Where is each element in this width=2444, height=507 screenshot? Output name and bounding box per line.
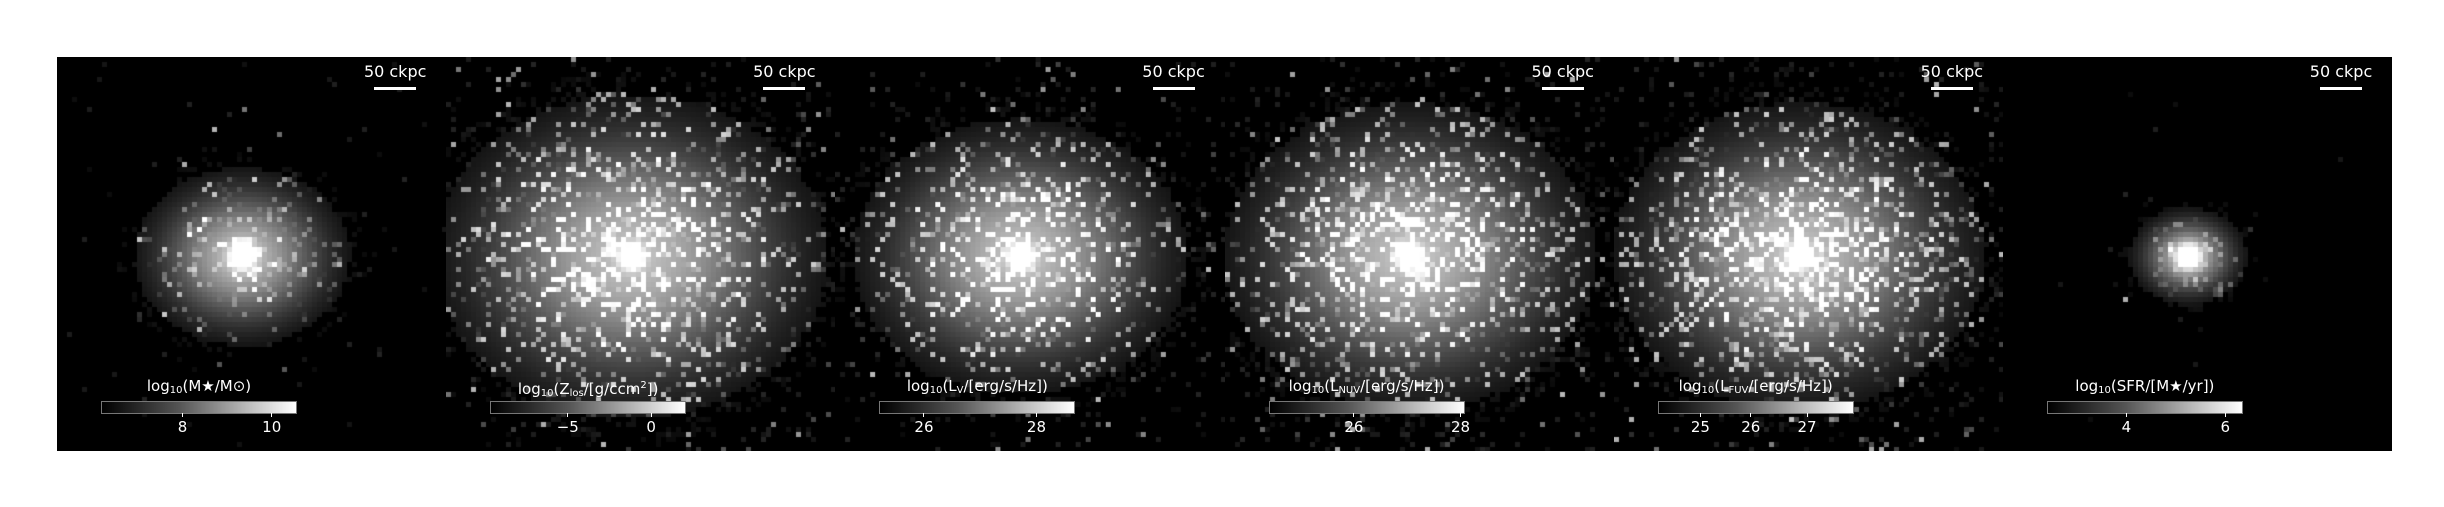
- panel-sfr: 50 ckpc log10(SFR/[M★/yr]) 4 6: [2002, 57, 2393, 451]
- colorbar-tick-label: 8: [162, 413, 202, 435]
- colorbar-tick-label: 26: [1334, 413, 1374, 435]
- colorbar-gradient: [879, 401, 1076, 414]
- colorbar: log10(M★/M⊙) 8 10: [101, 377, 297, 441]
- colorbar-label-part: 10: [929, 385, 943, 396]
- colorbar-label-part: ]): [646, 380, 659, 398]
- scale-bar: 50 ckpc: [1528, 63, 1598, 90]
- colorbar-label-part: log: [146, 377, 170, 395]
- colorbar-label-part: 10: [1701, 385, 1715, 396]
- colorbar-label-part: /[erg/s/Hz]): [963, 377, 1048, 395]
- scale-bar-line: [1152, 87, 1195, 90]
- colorbar-tick-label: 26: [1731, 413, 1771, 435]
- colorbar-label: log10(Zlos/[g/ccm2]): [490, 377, 686, 403]
- colorbar-label-part: 10: [540, 388, 554, 399]
- panel-metallicity: 50 ckpc log10(Zlos/[g/ccm2]) −5 0: [446, 57, 836, 451]
- metallicity-map-image: [446, 57, 836, 451]
- colorbar-label-part: (L: [1714, 377, 1729, 395]
- scale-bar-label: 50 ckpc: [1142, 62, 1205, 81]
- panel-v-luminosity: 50 ckpc log10(LV/[erg/s/Hz]) 26 28: [835, 57, 1225, 451]
- colorbar-tick-label: 27: [1787, 413, 1827, 435]
- colorbar-label-part: los: [569, 388, 584, 399]
- panel-stellar-mass: 50 ckpc log10(M★/M⊙) 8 10: [57, 57, 447, 451]
- colorbar-label-part: 10: [1311, 385, 1325, 396]
- colorbar: log10(LFUV/[erg/s/Hz]) 25 26 27: [1657, 377, 1854, 441]
- scale-bar-line: [1541, 87, 1584, 90]
- colorbar-label: log10(SFR/[M★/yr]): [2047, 377, 2243, 400]
- colorbar-tick-label: 26: [904, 413, 944, 435]
- colorbar-label-part: (L: [1324, 377, 1339, 395]
- nuv-luminosity-map-image: [1224, 57, 1614, 451]
- colorbar-label: log10(LFUV/[erg/s/Hz]): [1658, 377, 1854, 400]
- scale-bar-line: [374, 87, 417, 90]
- colorbar-label: log10(M★/M⊙): [101, 377, 297, 400]
- colorbar-label: log10(LV/[erg/s/Hz]): [879, 377, 1075, 400]
- panel-fuv-luminosity: 50 ckpc log10(LFUV/[erg/s/Hz]) 25 26 27: [1613, 57, 2003, 451]
- colorbar-label-part: /[erg/s/Hz]): [1360, 377, 1445, 395]
- colorbar-label-part: log: [2075, 377, 2099, 395]
- colorbar-tick-label: −5: [548, 413, 588, 435]
- colorbar: log10(SFR/[M★/yr]) 4 6: [2046, 377, 2245, 441]
- colorbar-tick-label: 28: [1016, 413, 1056, 435]
- colorbar-label-part: (L: [942, 377, 957, 395]
- colorbar-label: log10(LNUV/[erg/s/Hz]): [1269, 377, 1465, 400]
- scale-bar-label: 50 ckpc: [1920, 62, 1984, 81]
- colorbar-label-part: 10: [2098, 385, 2111, 396]
- colorbar-label-part: /[erg/s/Hz]): [1748, 377, 1833, 395]
- colorbar-label-part: (M★/M⊙): [182, 377, 252, 395]
- colorbar-label-part: FUV: [1728, 385, 1749, 396]
- colorbar-label-part: 2: [640, 380, 647, 391]
- colorbar-tick-label: 6: [2205, 413, 2245, 435]
- stellar-mass-map-image: [57, 57, 447, 451]
- colorbar-tick-label: 10: [252, 413, 292, 435]
- scale-bar: 50 ckpc: [1139, 63, 1209, 90]
- scale-bar-label: 50 ckpc: [1531, 62, 1594, 81]
- colorbar-label-part: (Z: [553, 380, 570, 398]
- colorbar-label-part: log: [1678, 377, 1702, 395]
- colorbar-tick-label: 0: [631, 413, 671, 435]
- colorbar-tick-label: 4: [2106, 413, 2146, 435]
- colorbar-tick-label: 28: [1441, 413, 1481, 435]
- colorbar-gradient: [490, 401, 687, 414]
- scale-bar: 50 ckpc: [749, 63, 819, 90]
- colorbar-label-part: V: [956, 385, 964, 396]
- colorbar-label-part: (SFR/[M★/yr]): [2110, 377, 2215, 395]
- colorbar-label-part: NUV: [1338, 385, 1361, 396]
- v-luminosity-map-image: [835, 57, 1225, 451]
- colorbar: log10(Zlos/[g/ccm2]) −5 0: [490, 377, 687, 441]
- sfr-map-image: [2002, 57, 2393, 451]
- panel-nuv-luminosity: 50 ckpc log10(LNUV/[erg/s/Hz]) 26 28: [1224, 57, 1614, 451]
- image-strip: 50 ckpc log10(M★/M⊙) 8 10 50 ckpc log10(Zlos/…: [57, 57, 2393, 451]
- scale-bar: 50 ckpc: [2306, 63, 2376, 90]
- colorbar: log10(LV/[erg/s/Hz]) 26 28: [879, 377, 1076, 441]
- colorbar-label-part: /[g/ccm: [583, 380, 641, 398]
- scale-bar-label: 50 ckpc: [363, 62, 427, 81]
- scale-bar-line: [1930, 87, 1973, 90]
- scale-bar: 50 ckpc: [1917, 63, 1987, 90]
- scale-bar: 50 ckpc: [360, 63, 430, 90]
- fuv-luminosity-map-image: [1613, 57, 2003, 451]
- scale-bar-line: [2320, 87, 2363, 90]
- scale-bar-label: 50 ckpc: [753, 62, 816, 81]
- colorbar-tick-label: 25: [1680, 413, 1720, 435]
- colorbar-label-part: log: [1288, 377, 1312, 395]
- colorbar-label-part: log: [517, 380, 541, 398]
- scale-bar-line: [763, 87, 806, 90]
- colorbar: log10(LNUV/[erg/s/Hz]) 26 28: [1268, 377, 1470, 441]
- colorbar-label-part: 10: [169, 385, 183, 396]
- scale-bar-label: 50 ckpc: [2309, 62, 2373, 81]
- colorbar-label-part: log: [906, 377, 930, 395]
